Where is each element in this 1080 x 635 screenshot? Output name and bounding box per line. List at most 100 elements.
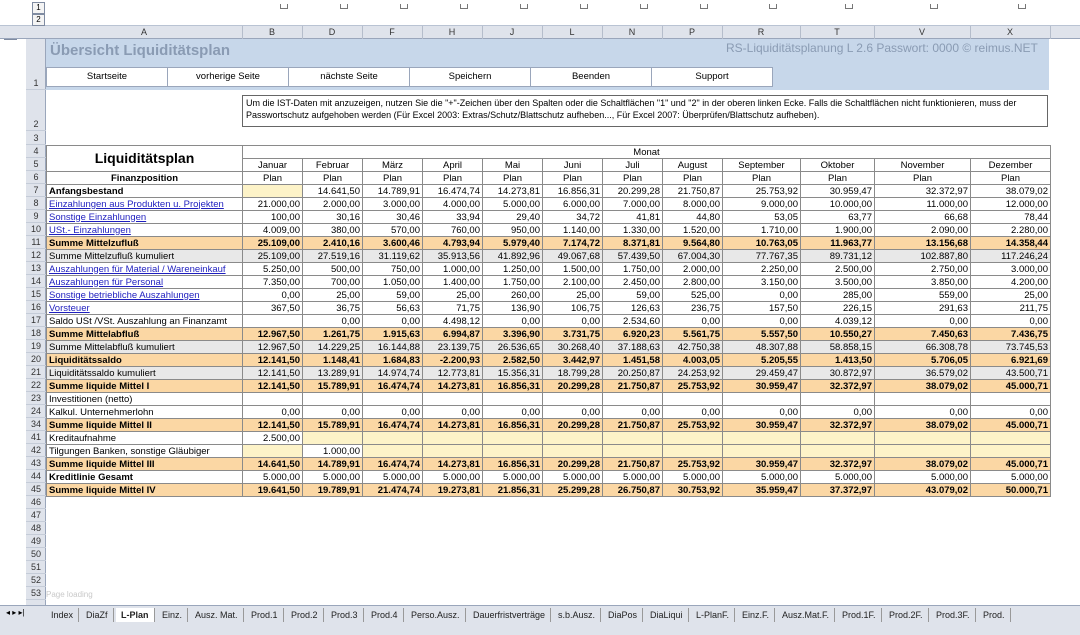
cell-value[interactable]: 0,00 bbox=[542, 405, 603, 419]
cell-value[interactable]: 14.641,50 bbox=[242, 457, 303, 471]
cell-value[interactable]: 27.519,16 bbox=[302, 249, 363, 263]
cell-value[interactable]: 32.372,97 bbox=[800, 457, 875, 471]
cell-value[interactable]: 19.641,50 bbox=[242, 483, 303, 497]
cell-value[interactable]: 14.789,91 bbox=[302, 457, 363, 471]
cell-value[interactable]: 500,00 bbox=[302, 262, 363, 276]
cell-value[interactable]: 0,00 bbox=[970, 405, 1051, 419]
cell-value[interactable]: 21.750,87 bbox=[602, 418, 663, 432]
cell-value[interactable] bbox=[362, 392, 423, 406]
column-header-j[interactable]: J bbox=[482, 26, 543, 39]
column-header-r[interactable]: R bbox=[722, 26, 801, 39]
cell-value[interactable]: 2.090,00 bbox=[874, 223, 971, 237]
cell-value[interactable]: 71,75 bbox=[422, 301, 483, 315]
cell-value[interactable]: 8.371,81 bbox=[602, 236, 663, 250]
row-number[interactable]: 49 bbox=[26, 535, 46, 548]
cell-value[interactable]: 25,00 bbox=[302, 288, 363, 302]
cell-value[interactable]: 0,00 bbox=[242, 288, 303, 302]
row-number[interactable]: 47 bbox=[26, 509, 46, 522]
column-header-f[interactable]: F bbox=[362, 26, 423, 39]
cell-value[interactable]: 5.000,00 bbox=[362, 470, 423, 484]
cell-value[interactable] bbox=[970, 431, 1051, 445]
cell-value[interactable]: 4.498,12 bbox=[422, 314, 483, 328]
row-number[interactable]: 7 bbox=[26, 184, 46, 197]
cell-value[interactable]: 25,00 bbox=[542, 288, 603, 302]
column-header-t[interactable]: T bbox=[800, 26, 875, 39]
cell-value[interactable]: 1.050,00 bbox=[362, 275, 423, 289]
cell-value[interactable]: 2.750,00 bbox=[874, 262, 971, 276]
cell-value[interactable] bbox=[662, 444, 723, 458]
cell-value[interactable]: 20.299,28 bbox=[542, 418, 603, 432]
cell-value[interactable] bbox=[362, 444, 423, 458]
row-label[interactable]: USt.- Einzahlungen bbox=[46, 223, 243, 237]
cell-value[interactable]: 35.913,56 bbox=[422, 249, 483, 263]
cell-value[interactable]: 16.856,31 bbox=[482, 418, 543, 432]
column-header-d[interactable]: D bbox=[302, 26, 363, 39]
cell-value[interactable]: 1.520,00 bbox=[662, 223, 723, 237]
cell-value[interactable]: 14.358,44 bbox=[970, 236, 1051, 250]
cell-value[interactable]: 14.974,74 bbox=[362, 366, 423, 380]
cell-value[interactable]: 367,50 bbox=[242, 301, 303, 315]
cell-value[interactable]: 136,90 bbox=[482, 301, 543, 315]
cell-value[interactable] bbox=[970, 444, 1051, 458]
cell-value[interactable] bbox=[482, 444, 543, 458]
cell-value[interactable]: 13.156,68 bbox=[874, 236, 971, 250]
cell-value[interactable]: 10.000,00 bbox=[800, 197, 875, 211]
cell-value[interactable]: 43.079,02 bbox=[874, 483, 971, 497]
cell-value[interactable]: 4.200,00 bbox=[970, 275, 1051, 289]
cell-value[interactable]: 44,80 bbox=[662, 210, 723, 224]
sheet-tab[interactable]: L-PlanF. bbox=[691, 608, 736, 622]
cell-value[interactable]: 56,63 bbox=[362, 301, 423, 315]
row-link[interactable]: USt.- Einzahlungen bbox=[49, 224, 131, 236]
outline-expand-icon[interactable] bbox=[1018, 4, 1026, 9]
row-label[interactable]: Einzahlungen aus Produkten u. Projekten bbox=[46, 197, 243, 211]
cell-value[interactable]: 0,00 bbox=[662, 314, 723, 328]
row-number[interactable]: 41 bbox=[26, 431, 46, 444]
cell-value[interactable]: 20.299,28 bbox=[602, 184, 663, 198]
cell-value[interactable]: 5.561,75 bbox=[662, 327, 723, 341]
cell-value[interactable]: 5.000,00 bbox=[602, 470, 663, 484]
cell-value[interactable]: 0,00 bbox=[662, 405, 723, 419]
next-page-button[interactable]: nächste Seite bbox=[288, 67, 410, 87]
cell-value[interactable]: 1.750,00 bbox=[482, 275, 543, 289]
cell-value[interactable] bbox=[602, 392, 663, 406]
column-header-x[interactable]: X bbox=[970, 26, 1051, 39]
cell-value[interactable]: 3.396,90 bbox=[482, 327, 543, 341]
cell-value[interactable]: 3.000,00 bbox=[970, 262, 1051, 276]
cell-value[interactable]: 25.299,28 bbox=[542, 483, 603, 497]
cell-value[interactable] bbox=[602, 444, 663, 458]
row-number[interactable]: 1 bbox=[26, 39, 46, 90]
cell-value[interactable]: 16.474,74 bbox=[362, 457, 423, 471]
row-number[interactable]: 23 bbox=[26, 392, 46, 405]
cell-value[interactable] bbox=[662, 431, 723, 445]
cell-value[interactable]: 285,00 bbox=[800, 288, 875, 302]
cell-value[interactable]: 14.273,81 bbox=[422, 379, 483, 393]
previous-page-button[interactable]: vorherige Seite bbox=[167, 67, 289, 87]
cell-value[interactable]: 29.459,47 bbox=[722, 366, 801, 380]
cell-value[interactable]: 45.000,71 bbox=[970, 457, 1051, 471]
cell-value[interactable]: 53,05 bbox=[722, 210, 801, 224]
cell-value[interactable]: 38.079,02 bbox=[874, 418, 971, 432]
cell-value[interactable]: 1.250,00 bbox=[482, 262, 543, 276]
cell-value[interactable]: 7.450,63 bbox=[874, 327, 971, 341]
cell-value[interactable]: 7.350,00 bbox=[242, 275, 303, 289]
cell-value[interactable]: 19.273,81 bbox=[422, 483, 483, 497]
cell-value[interactable]: 157,50 bbox=[722, 301, 801, 315]
support-button[interactable]: Support bbox=[651, 67, 773, 87]
cell-value[interactable]: 0,00 bbox=[800, 405, 875, 419]
cell-value[interactable]: 58.858,15 bbox=[800, 340, 875, 354]
cell-value[interactable]: 77.767,35 bbox=[722, 249, 801, 263]
cell-value[interactable]: 3.600,46 bbox=[362, 236, 423, 250]
cell-value[interactable]: 0,00 bbox=[242, 405, 303, 419]
cell-value[interactable]: 102.887,80 bbox=[874, 249, 971, 263]
row-number[interactable]: 14 bbox=[26, 275, 46, 288]
sheet-tab[interactable]: Prod.3 bbox=[326, 608, 364, 622]
cell-value[interactable] bbox=[242, 184, 303, 198]
cell-value[interactable] bbox=[542, 431, 603, 445]
cell-value[interactable]: 30.959,47 bbox=[722, 379, 801, 393]
outline-expand-icon[interactable] bbox=[700, 4, 708, 9]
cell-value[interactable]: 0,00 bbox=[722, 288, 801, 302]
cell-value[interactable]: 0,00 bbox=[970, 314, 1051, 328]
sheet-tab[interactable]: Einz. bbox=[157, 608, 189, 622]
cell-value[interactable]: 19.789,91 bbox=[302, 483, 363, 497]
sheet-tab[interactable]: s.b.Ausz. bbox=[553, 608, 602, 622]
